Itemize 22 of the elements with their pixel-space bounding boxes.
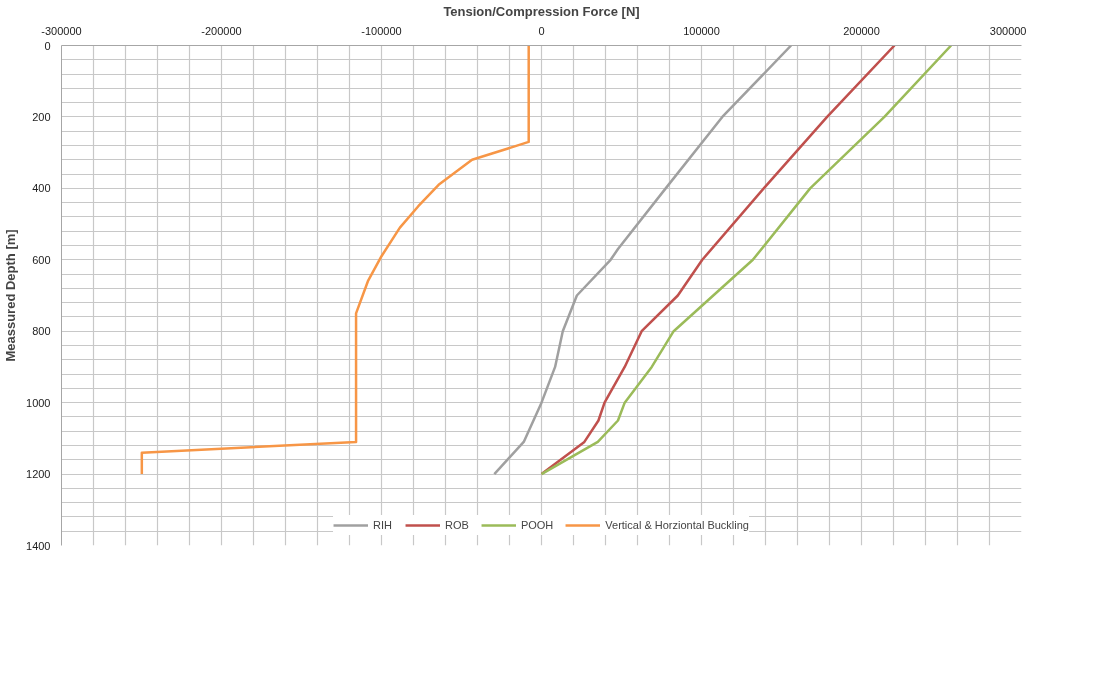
y-tick-label: 400 bbox=[32, 182, 51, 195]
x-tick-label: 200000 bbox=[843, 24, 880, 37]
x-axis-title: Tension/Compression Force [N] bbox=[443, 3, 640, 19]
y-tick-label: 1000 bbox=[26, 396, 51, 409]
y-tick-label: 800 bbox=[32, 325, 51, 338]
y-tick-label: 200 bbox=[32, 110, 51, 123]
y-axis-title: Meassured Depth [m] bbox=[3, 229, 19, 362]
x-tick-label: 100000 bbox=[683, 24, 720, 37]
x-tick-label: 0 bbox=[538, 24, 545, 37]
line-series bbox=[140, 45, 530, 476]
y-tick-label: 600 bbox=[32, 253, 51, 266]
x-tick-label: -200000 bbox=[201, 24, 242, 37]
x-tick-label: -300000 bbox=[41, 24, 82, 37]
legend-label: ROB bbox=[445, 519, 469, 531]
y-tick-label: 1200 bbox=[26, 468, 51, 481]
x-tick-label: 300000 bbox=[989, 24, 1027, 37]
legend-label: RIH bbox=[373, 519, 393, 531]
y-tick-label: 1400 bbox=[26, 539, 51, 552]
legend-label: POOH bbox=[520, 519, 554, 531]
legend-label: Vertical & Horziontal Buckling bbox=[605, 519, 749, 531]
x-tick-label: -100000 bbox=[361, 24, 402, 37]
y-tick-label: 0 bbox=[44, 39, 51, 52]
